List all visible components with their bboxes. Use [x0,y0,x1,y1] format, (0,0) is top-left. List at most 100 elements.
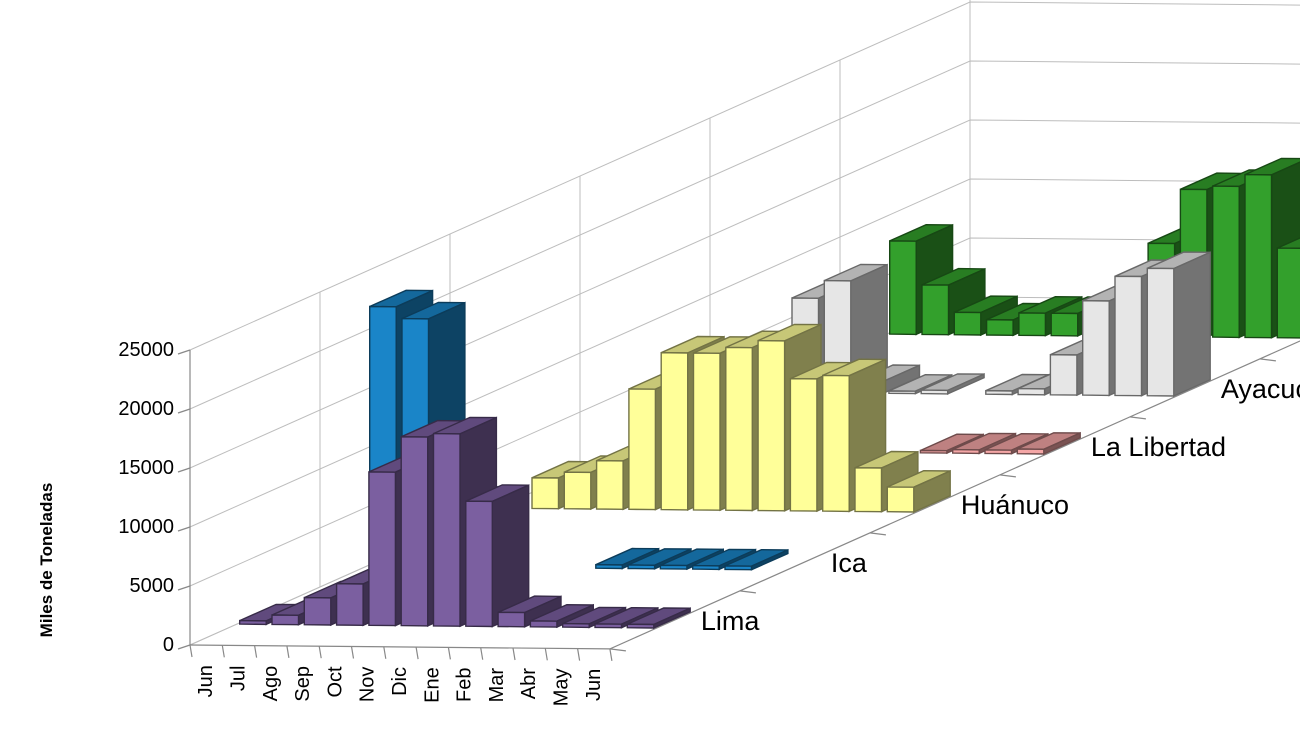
y-tick-mark [177,408,191,414]
x-tick-label: Jun [195,665,217,697]
x-tick-mark [544,648,548,661]
bar-front [1081,299,1110,397]
x-tick-mark [318,646,322,659]
bar-front [1211,185,1240,339]
depth-tick-mark [739,590,756,594]
x-tick-mark [609,648,613,661]
x-tick-label: Ene [421,667,443,703]
y-tick-mark [177,644,191,650]
x-tick-label: May [551,669,573,707]
series-huánuco [531,323,951,514]
x-tick-mark [383,646,387,659]
bar-front [271,614,300,626]
x-tick-mark [415,647,419,660]
series-label: Lima [701,606,761,636]
bar-front [595,459,624,511]
y-tick-label: 20000 [118,398,174,420]
bar-front [1016,448,1045,455]
bar-front [692,564,720,571]
x-tick-label: Nov [357,667,379,703]
bar-front [238,619,267,626]
bar-side [1173,251,1211,398]
bar-front [921,284,950,336]
bar-front [854,467,883,513]
bar [886,469,951,514]
x-tick-label: Feb [454,668,476,702]
bar-front [497,611,526,628]
x-tick-label: Sep [292,666,314,702]
x-tick-mark [512,647,516,661]
y-tick-label: 15000 [118,457,174,479]
bar-front [953,311,982,336]
bar-front [529,620,558,628]
bar [1016,431,1081,456]
bar-front [888,390,917,395]
bar-front [984,449,1013,455]
bar-front [563,471,592,510]
bar [497,595,562,628]
bar-front [692,352,721,511]
bar-front [1114,275,1143,397]
y-tick-mark [177,467,191,473]
depth-tick-mark [1259,358,1276,362]
x-tick-mark [221,645,225,658]
bar-front [432,432,461,627]
bar-front [628,388,657,511]
x-tick-mark [350,646,355,659]
x-tick-label: Ago [260,666,282,702]
bar-front [400,436,429,627]
bar-front [531,477,560,510]
x-tick-mark [577,648,581,661]
bar-front [919,449,948,454]
bar-front [985,318,1014,337]
y-tick-mark [177,349,191,355]
bar [1276,237,1300,339]
bar-front [889,240,917,336]
depth-tick-mark [609,648,626,652]
bar-front [985,389,1013,396]
bar [920,373,985,395]
x-tick-label: Jun [583,669,605,701]
labels: 0 5000 10000 15000 20000 25000 Jun Jul Ago Sep Oct… [118,339,1300,707]
x-tick-label: Abr [518,668,540,699]
series-label: Ica [831,548,868,578]
bar-front [822,374,850,513]
x-tick-label: Mar [486,668,508,703]
bar-front [465,500,493,628]
y-tick-label: 5000 [130,575,175,597]
bar-front [626,623,655,629]
x-tick-label: Jul [227,666,249,692]
bar-front [886,486,915,513]
bar-front [1049,353,1078,396]
bar [465,484,530,628]
y-tick-label: 0 [163,634,174,656]
y-tick-label: 10000 [118,516,174,538]
depth-tick-mark [1129,416,1146,420]
y-tick-mark [177,585,191,591]
bar [626,607,691,630]
bar-front [1244,173,1273,339]
x-tick-mark [254,645,258,658]
bar-front [659,564,688,570]
bar-front [1050,312,1079,337]
bar-front [757,339,786,512]
y-tick-label: 25000 [118,339,174,361]
x-tick-label: Dic [389,667,411,696]
y-axis-title: Miles de Toneladas [37,483,56,638]
bar-front [1146,267,1175,397]
bar [724,548,789,571]
series-la-libertad [919,431,1081,456]
series-label: Ayacucho [1221,374,1300,404]
y-tick-mark [177,526,191,532]
bar-front [1276,247,1300,339]
bar-front [660,351,689,511]
series-lima [238,416,691,630]
bars [238,157,1300,630]
depth-tick-mark [869,532,886,536]
bar-front [368,471,397,627]
depth-tick-mark [999,474,1016,478]
bar [1146,251,1211,398]
bar-front [952,448,980,455]
bar-front [725,346,753,512]
